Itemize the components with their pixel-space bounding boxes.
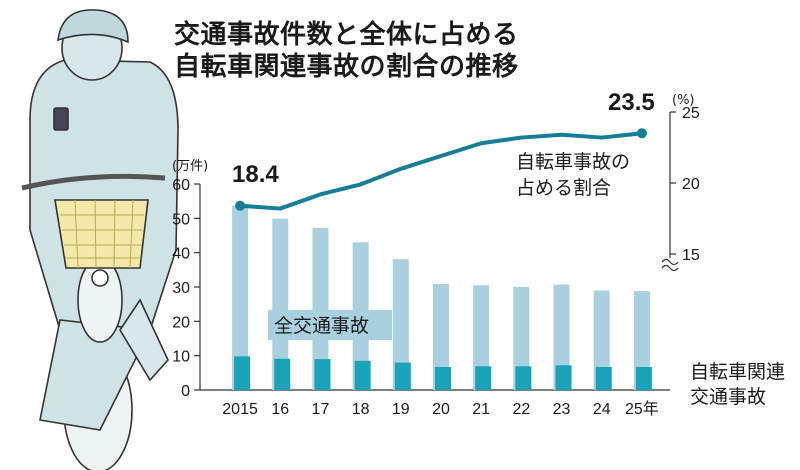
share-line-label-line1: 自転車事故の [516, 151, 630, 173]
bicycle-accident-bar [354, 360, 371, 390]
bike-bar-label-line1: 自転車関連 [690, 361, 785, 383]
total-accident-bar [473, 285, 490, 390]
right-axis-tick-label: 20 [682, 176, 700, 193]
bicycle-accident-bar [555, 365, 572, 390]
total-accident-bar [392, 259, 409, 390]
x-axis-tick-label: 2015 [222, 401, 258, 418]
left-axis-tick-label: 30 [172, 280, 190, 297]
chart-title-line2: 自転車関連事故の割合の推移 [174, 52, 519, 82]
bicycle-accident-bar [635, 366, 652, 390]
last-value-label: 23.5 [608, 89, 655, 116]
share-line-label-line2: 占める割合 [516, 177, 611, 199]
bar-series [232, 205, 652, 390]
total-accident-bar [433, 283, 449, 390]
bicycle-accident-bar [435, 366, 451, 390]
bicycle-accident-bar [274, 358, 291, 390]
x-axis-tick-label: 22 [512, 401, 530, 418]
chart-title-line1: 交通事故件数と全体に占める [174, 20, 519, 50]
left-axis-tick-label: 10 [172, 349, 190, 366]
basket-icon [54, 199, 149, 269]
total-accident-bar [593, 290, 610, 390]
total-accident-bar [272, 218, 289, 390]
share-line [238, 131, 644, 211]
total-bar-label: 全交通事故 [274, 315, 369, 337]
helmet-icon [57, 9, 129, 44]
smartphone-icon [53, 107, 69, 131]
leg-right-shape [119, 298, 169, 382]
left-axis-tick-label: 60 [172, 177, 190, 194]
left-axis-unit: (万件) [172, 159, 208, 174]
bicycle-accident-bar [394, 362, 411, 390]
bicycle-accident-bar [314, 359, 331, 390]
bicycle-accident-bar [475, 366, 492, 390]
x-axis-tick-label: 18 [352, 401, 370, 418]
total-accident-bar [232, 205, 249, 390]
share-line-series [235, 128, 647, 211]
total-label-bg [268, 310, 392, 340]
bicycle-accident-bar [595, 366, 612, 390]
left-axis-tick-label: 40 [172, 246, 190, 263]
left-axis-tick-label: 0 [181, 383, 190, 400]
left-axis-tick-label: 20 [172, 314, 190, 331]
bike-bar-label-line2: 交通事故 [690, 386, 766, 408]
axis-break-icon [661, 258, 679, 272]
legs-shape [39, 319, 152, 431]
headlamp-icon [91, 269, 109, 287]
x-axis-tick-label: 20 [432, 401, 450, 418]
x-axis-ticks: 2015 16 17 18 19 20 21 22 23 24 25年 [222, 400, 659, 418]
x-axis-tick-label: 16 [271, 401, 289, 418]
right-axis-unit: (%) [672, 93, 695, 108]
total-accident-bar [312, 227, 329, 390]
handlebar-icon [21, 173, 166, 191]
x-axis-tick-label: 19 [392, 401, 410, 418]
total-accident-bar [633, 291, 650, 390]
x-axis-tick-label: 25年 [625, 400, 659, 418]
share-line-endpoint [235, 200, 246, 211]
bicycle-accident-bar [515, 366, 532, 390]
left-axis-tick-label: 50 [172, 211, 190, 228]
right-axis: 15 20 25 [661, 105, 700, 272]
right-axis-tick-label: 15 [682, 247, 700, 264]
bicycle-accident-bar [234, 356, 251, 390]
total-accident-bar [553, 284, 570, 390]
x-axis-tick-label: 17 [312, 401, 330, 418]
first-value-label: 18.4 [232, 161, 279, 188]
total-accident-bar [513, 287, 530, 390]
x-axis-tick-label: 23 [553, 401, 571, 418]
x-axis-tick-label: 24 [593, 401, 611, 418]
right-axis-tick-label: 25 [682, 105, 700, 122]
share-line-endpoint [636, 128, 647, 139]
x-axis-tick-label: 21 [472, 401, 490, 418]
